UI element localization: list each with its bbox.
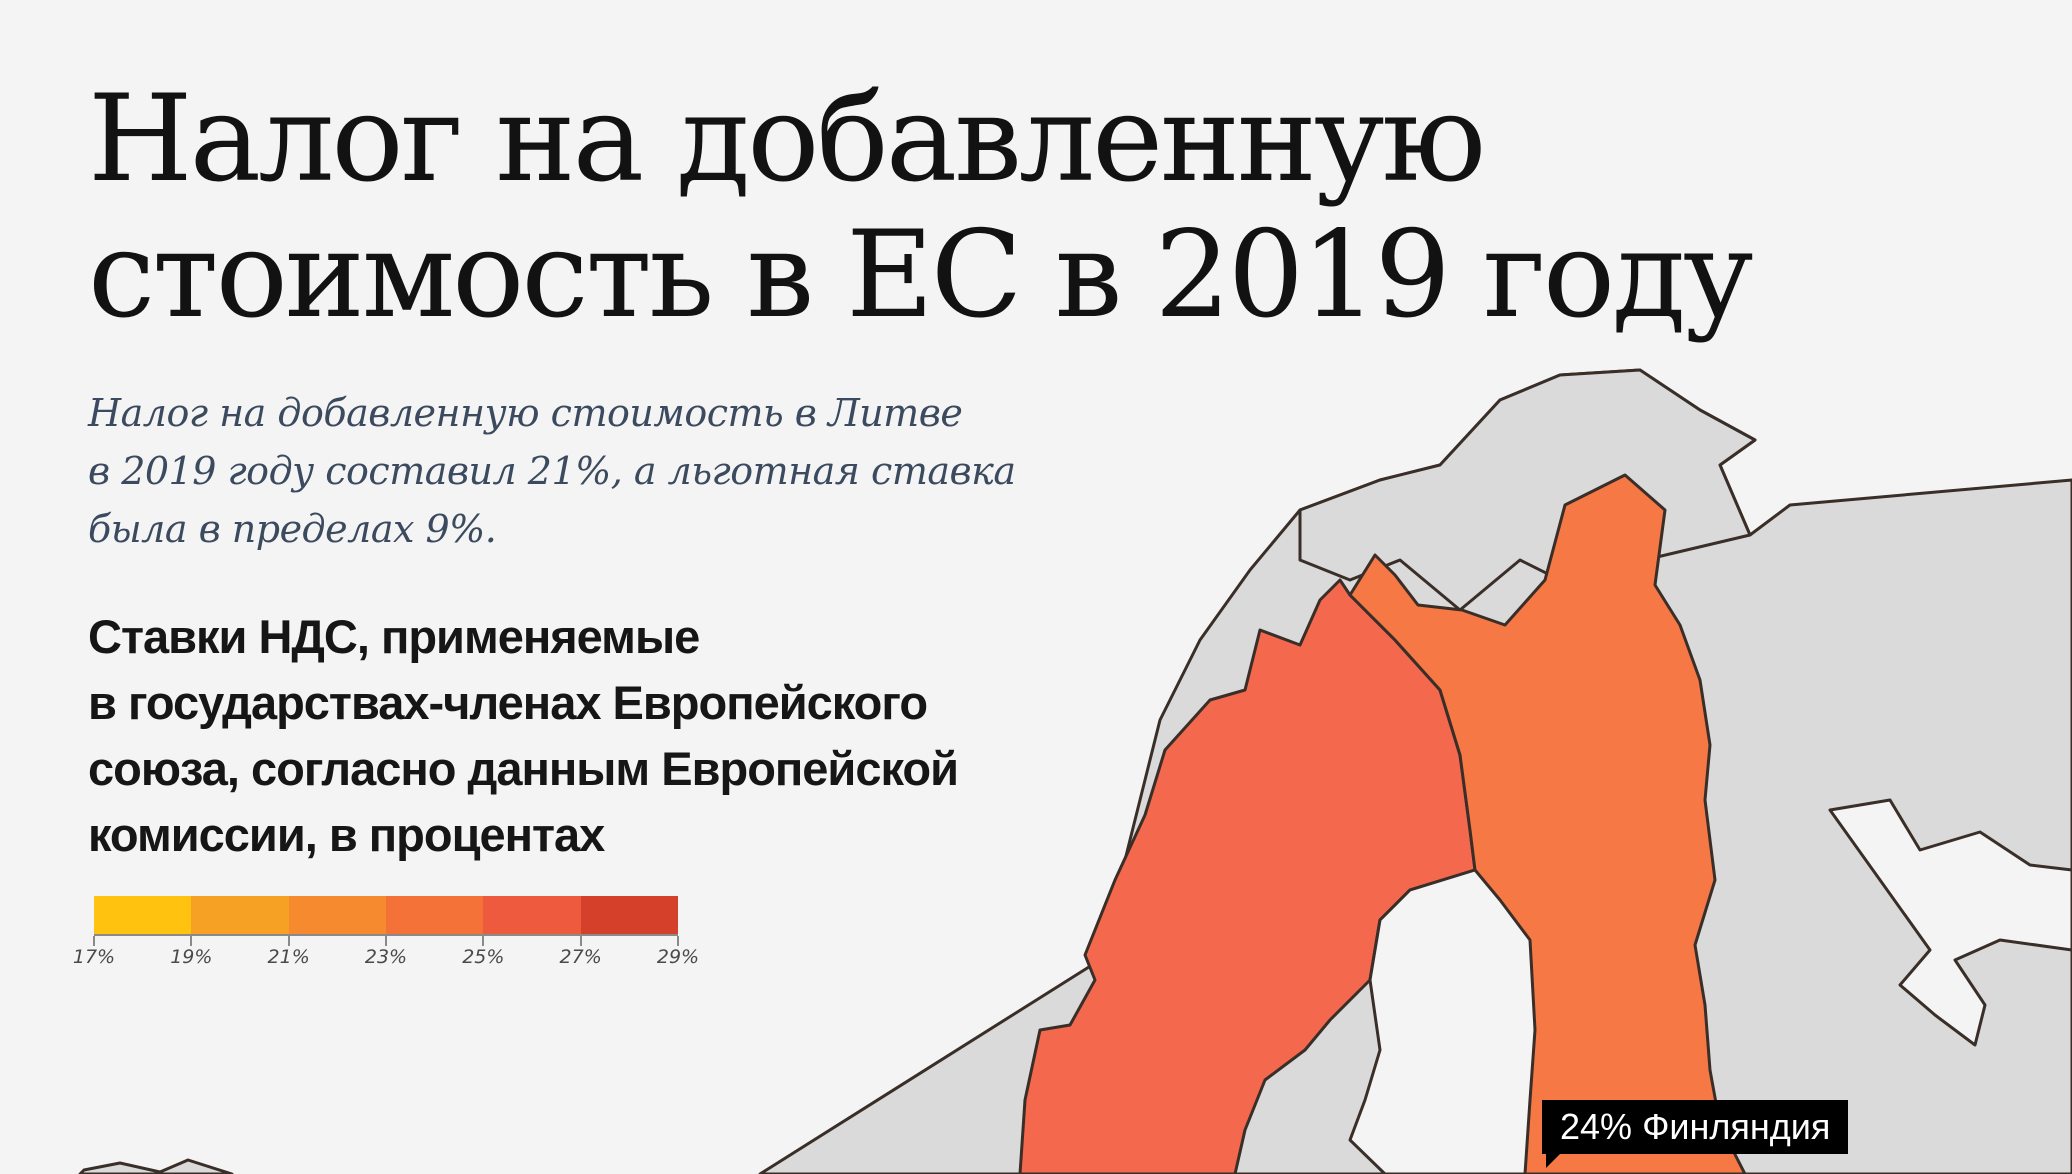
scale-tick [287, 936, 290, 946]
region-sweden[interactable] [1018, 578, 1477, 1174]
scale-tick-label: 19% [170, 946, 213, 968]
color-swatch [580, 896, 678, 934]
scale-tick-label: 25% [462, 946, 505, 968]
scale-tick [579, 936, 582, 946]
title-line: стоимость в ЕС в 2019 году [88, 206, 1754, 345]
scale-tick-label: 21% [267, 946, 310, 968]
subtitle-line: Налог на добавленную стоимость в Литве [88, 391, 963, 435]
subtitle-line: в 2019 году составил 21%, а льготная ста… [88, 449, 1016, 493]
color-scale-axis: 17% 19% 21% 23% 25% 27% 29% [73, 934, 699, 968]
legend-title: Ставки НДС, применяемые в государствах-ч… [88, 604, 1068, 868]
scale-tick-label: 29% [656, 946, 700, 968]
legend-title-line: союза, согласно данным Европейской [88, 742, 959, 795]
color-swatch [288, 896, 386, 934]
color-swatch [483, 896, 581, 934]
scale-tick [93, 936, 95, 946]
denmark-fragment [78, 1158, 234, 1174]
color-scale-legend: 17% 19% 21% 23% 25% 27% 29% [73, 896, 699, 968]
color-swatch [94, 896, 192, 934]
tooltip-value: 24% [1560, 1106, 1633, 1147]
country-tooltip: 24% Финляндия [1542, 1100, 1849, 1154]
page-title: Налог на добавленную стоимость в ЕС в 20… [88, 72, 1788, 344]
scale-tick-label: 23% [364, 946, 408, 968]
baltic-sea [1348, 868, 1537, 1174]
legend-title-line: Ставки НДС, применяемые [88, 610, 700, 663]
tooltip-pointer [1546, 1152, 1562, 1168]
scale-tick [385, 936, 387, 946]
legend-title-line: в государствах-членах Европейского [88, 676, 928, 729]
color-swatch [385, 896, 484, 934]
color-swatch [191, 896, 289, 934]
subtitle-line: была в пределах 9%. [88, 507, 497, 551]
scale-tick [482, 936, 485, 946]
subtitle: Налог на добавленную стоимость в Литве в… [88, 384, 1068, 558]
scale-tick [677, 936, 679, 946]
legend-title-line: комиссии, в процентах [88, 808, 605, 861]
white-sea-inlet [1828, 798, 2072, 1047]
color-scale-swatches [94, 896, 678, 934]
title-line: Налог на добавленную [88, 70, 1486, 209]
scale-tick-label: 27% [559, 946, 602, 968]
tooltip-country: Финляндия [1642, 1106, 1831, 1147]
scale-tick [190, 936, 193, 946]
scale-tick-label: 17% [72, 946, 116, 968]
